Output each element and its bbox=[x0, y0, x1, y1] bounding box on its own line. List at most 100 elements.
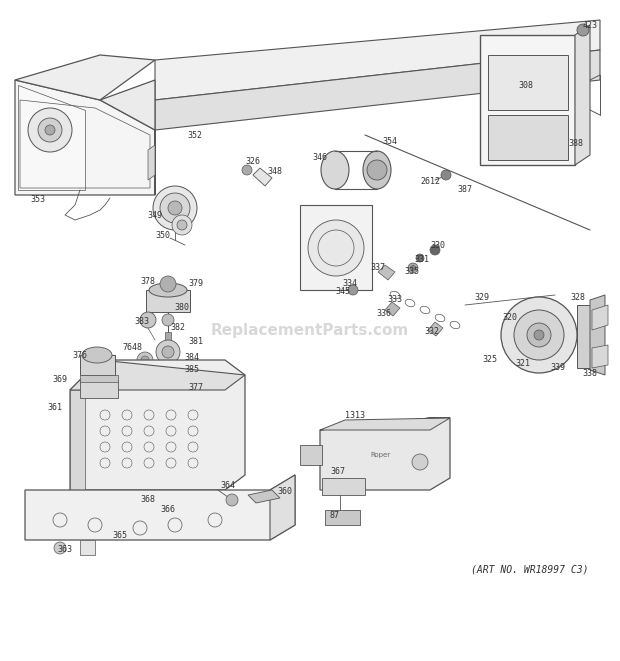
Text: 87: 87 bbox=[330, 510, 340, 520]
Text: 379: 379 bbox=[188, 278, 203, 288]
Polygon shape bbox=[592, 305, 608, 330]
Circle shape bbox=[153, 186, 197, 230]
Text: ReplacementParts.com: ReplacementParts.com bbox=[211, 323, 409, 338]
Ellipse shape bbox=[363, 151, 391, 189]
Text: 328: 328 bbox=[570, 293, 585, 303]
Text: 363: 363 bbox=[58, 545, 73, 555]
Circle shape bbox=[242, 165, 252, 175]
Text: 365: 365 bbox=[112, 531, 128, 539]
Polygon shape bbox=[18, 85, 85, 190]
Circle shape bbox=[408, 263, 418, 273]
Circle shape bbox=[156, 340, 180, 364]
Text: 7648: 7648 bbox=[122, 344, 142, 352]
Circle shape bbox=[168, 201, 182, 215]
Ellipse shape bbox=[160, 361, 176, 371]
Polygon shape bbox=[320, 418, 450, 490]
Circle shape bbox=[412, 454, 428, 470]
Circle shape bbox=[152, 372, 184, 404]
Circle shape bbox=[514, 310, 564, 360]
Text: 387: 387 bbox=[458, 186, 472, 194]
Polygon shape bbox=[300, 445, 322, 465]
Text: 423: 423 bbox=[583, 22, 598, 30]
Circle shape bbox=[160, 193, 190, 223]
Text: 382: 382 bbox=[170, 323, 185, 332]
Polygon shape bbox=[155, 50, 600, 130]
Text: 361: 361 bbox=[48, 403, 63, 412]
Polygon shape bbox=[385, 302, 400, 316]
Circle shape bbox=[28, 108, 72, 152]
Text: 368: 368 bbox=[141, 496, 156, 504]
Text: 332: 332 bbox=[425, 327, 440, 336]
Text: 367: 367 bbox=[330, 467, 345, 477]
Polygon shape bbox=[15, 55, 155, 100]
Polygon shape bbox=[100, 80, 155, 195]
Text: 364: 364 bbox=[221, 481, 236, 490]
Text: 369: 369 bbox=[53, 375, 68, 385]
Polygon shape bbox=[270, 475, 295, 540]
Polygon shape bbox=[300, 205, 372, 290]
Polygon shape bbox=[325, 510, 360, 525]
Text: 346: 346 bbox=[312, 153, 327, 161]
Polygon shape bbox=[25, 475, 295, 540]
Text: 329: 329 bbox=[474, 293, 490, 303]
Text: 377: 377 bbox=[188, 383, 203, 393]
Text: 338: 338 bbox=[583, 368, 598, 377]
Circle shape bbox=[45, 125, 55, 135]
Text: 384: 384 bbox=[185, 354, 200, 362]
Circle shape bbox=[140, 312, 156, 328]
Text: Roper: Roper bbox=[370, 452, 390, 458]
Text: 336: 336 bbox=[376, 309, 391, 317]
Text: 325: 325 bbox=[482, 356, 497, 364]
Polygon shape bbox=[428, 322, 443, 336]
Polygon shape bbox=[577, 305, 590, 368]
Text: 2612: 2612 bbox=[420, 178, 440, 186]
Polygon shape bbox=[378, 265, 395, 280]
Text: 320: 320 bbox=[502, 313, 518, 323]
Text: 353: 353 bbox=[30, 196, 45, 204]
Text: 321: 321 bbox=[515, 358, 531, 368]
Circle shape bbox=[308, 220, 364, 276]
Polygon shape bbox=[488, 115, 568, 160]
Text: 345: 345 bbox=[335, 288, 350, 297]
Ellipse shape bbox=[161, 371, 175, 377]
Text: 337: 337 bbox=[371, 264, 386, 272]
Circle shape bbox=[177, 220, 187, 230]
Polygon shape bbox=[155, 20, 600, 100]
Polygon shape bbox=[70, 360, 245, 490]
Circle shape bbox=[441, 170, 451, 180]
Polygon shape bbox=[575, 25, 590, 165]
Circle shape bbox=[501, 297, 577, 373]
Polygon shape bbox=[80, 380, 118, 398]
Text: 381: 381 bbox=[188, 338, 203, 346]
Text: 378: 378 bbox=[141, 278, 156, 286]
Polygon shape bbox=[253, 168, 272, 186]
Polygon shape bbox=[320, 418, 450, 430]
Circle shape bbox=[226, 494, 238, 506]
Polygon shape bbox=[590, 295, 605, 375]
Text: 376: 376 bbox=[73, 350, 87, 360]
Text: 334: 334 bbox=[342, 278, 358, 288]
Text: 366: 366 bbox=[161, 506, 175, 514]
Circle shape bbox=[141, 356, 149, 364]
Text: 360: 360 bbox=[278, 488, 293, 496]
Circle shape bbox=[162, 346, 174, 358]
Text: 354: 354 bbox=[383, 137, 397, 147]
Circle shape bbox=[160, 380, 176, 396]
Polygon shape bbox=[80, 375, 118, 382]
Circle shape bbox=[38, 118, 62, 142]
Text: 352: 352 bbox=[187, 130, 203, 139]
Polygon shape bbox=[322, 478, 365, 495]
Circle shape bbox=[367, 160, 387, 180]
Text: 348: 348 bbox=[267, 167, 283, 176]
Circle shape bbox=[348, 285, 358, 295]
Polygon shape bbox=[70, 390, 85, 490]
Text: 383: 383 bbox=[135, 317, 149, 327]
Circle shape bbox=[160, 276, 176, 292]
Text: 333: 333 bbox=[388, 295, 402, 305]
Ellipse shape bbox=[82, 347, 112, 363]
Text: 335: 335 bbox=[404, 268, 420, 276]
Polygon shape bbox=[70, 360, 245, 390]
Polygon shape bbox=[488, 55, 568, 110]
Text: 339: 339 bbox=[551, 364, 565, 373]
Text: 331: 331 bbox=[415, 256, 430, 264]
